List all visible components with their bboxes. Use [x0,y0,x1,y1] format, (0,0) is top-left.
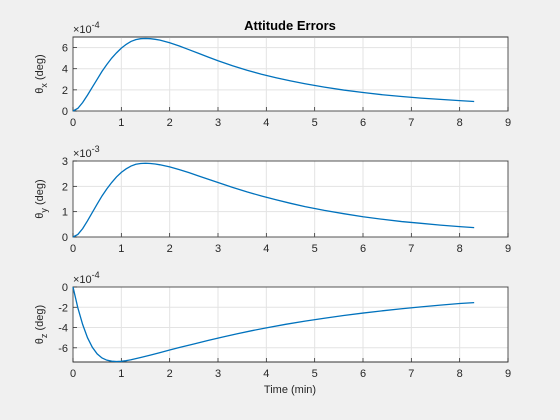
subplot-y-ytick-label-3: 3 [62,156,68,168]
subplot-z-ytick-label-0: 0 [62,282,68,294]
subplot-y-xtick-label-0: 0 [70,243,76,255]
subplot-x-ytick-label-0: 0 [62,106,68,118]
subplot-y-ytick-label-0: 0 [62,232,68,244]
subplot-x-ytick-label-1: 2 [62,85,68,97]
subplot-z-xtick-label-8: 8 [457,368,463,380]
subplot-x-ylabel-unit: (deg) [34,54,46,83]
subplot-z-ylabel-symbol: θ [34,338,46,344]
subplot-y-ytick-label-1: 1 [62,207,68,219]
subplot-x-xtick-label-5: 5 [312,117,318,129]
subplot-x-xtick-label-2: 2 [167,117,173,129]
subplot-z-xtick-label-3: 3 [215,368,221,380]
subplot-z-xtick-label-7: 7 [408,368,414,380]
subplot-x-xtick-label-6: 6 [360,117,366,129]
subplot-z-plot-area [72,286,509,363]
subplot-z-xtick-label-6: 6 [360,368,366,380]
subplot-z-xtick-label-9: 9 [505,368,511,380]
subplot-y-xtick-label-3: 3 [215,243,221,255]
subplot-z-exponent-power: -4 [92,270,100,280]
subplot-y-ylabel-symbol: θ [34,213,46,219]
subplot-x-ytick-label-3: 6 [62,43,68,55]
subplot-y-xtick-label-9: 9 [505,243,511,255]
subplot-z-ytick-label-2: -4 [58,323,68,335]
subplot-z-xtick-label-5: 5 [312,368,318,380]
subplot-z-xtick-label-2: 2 [167,368,173,380]
subplot-y-exponent-label: ×10-3 [73,144,100,160]
subplot-y-xtick-label-6: 6 [360,243,366,255]
subplot-z-ytick-label-1: -2 [58,302,68,314]
subplot-z-ylabel-unit: (deg) [34,305,46,334]
subplot-z-xtick-label-1: 1 [118,368,124,380]
subplot-z-ytick-label-3: -6 [58,343,68,355]
subplot-y-exponent-power: -3 [92,144,100,154]
subplot-x-ytick-label-2: 4 [62,64,68,76]
subplot-z-ylabel: θz (deg) [34,305,49,344]
subplot-y-xtick-label-8: 8 [457,243,463,255]
subplot-z-series-line [72,286,475,363]
subplot-z-xtick-label-4: 4 [263,368,269,380]
x-axis-label: Time (min) [264,384,316,396]
subplot-x-xtick-label-1: 1 [118,117,124,129]
subplot-y-ylabel: θy (deg) [34,179,49,218]
subplot-y-ytick-label-2: 2 [62,181,68,193]
subplot-z-frame [72,286,509,363]
subplot-theta-y: 0 1 2 3 4 5 6 7 8 9 0 1 2 3 ×10-3 θy (deg) [34,144,511,255]
subplot-z-xtick-label-0: 0 [70,368,76,380]
subplot-x-xtick-label-9: 9 [505,117,511,129]
subplot-x-frame [72,36,509,112]
subplot-x-xtick-label-4: 4 [263,117,269,129]
subplot-x-ylabel-symbol: θ [34,88,46,94]
subplot-x-ylabel-subscript: x [39,83,49,88]
subplot-y-frame [72,160,509,238]
subplot-x-exponent-power: -4 [92,20,100,30]
subplot-z-exponent-label: ×10-4 [73,270,100,286]
subplot-y-xtick-label-1: 1 [118,243,124,255]
subplot-y-ylabel-unit: (deg) [34,179,46,208]
subplot-y-series-line [72,162,475,238]
subplot-theta-x: 0 1 2 3 4 5 6 7 8 9 0 2 4 6 ×10-4 θx (deg) [34,20,511,129]
subplot-y-xtick-label-4: 4 [263,243,269,255]
subplot-x-xtick-label-3: 3 [215,117,221,129]
subplot-y-xtick-label-2: 2 [167,243,173,255]
subplot-theta-z: 0 1 2 3 4 5 6 7 8 9 0 -2 -4 -6 ×10-4 θz (deg) [34,270,511,380]
subplot-y-xtick-label-5: 5 [312,243,318,255]
subplot-y-xtick-label-7: 7 [408,243,414,255]
subplot-x-xtick-label-0: 0 [70,117,76,129]
figure-title: Attitude Errors [244,18,336,33]
subplot-z-ylabel-subscript: z [39,333,49,338]
subplot-x-series-line [72,37,475,112]
subplot-x-xtick-label-8: 8 [457,117,463,129]
subplot-x-ylabel: θx (deg) [34,54,49,93]
subplot-x-xtick-label-7: 7 [408,117,414,129]
subplot-x-exponent-label: ×10-4 [73,20,100,36]
subplot-y-ylabel-subscript: y [39,208,49,213]
